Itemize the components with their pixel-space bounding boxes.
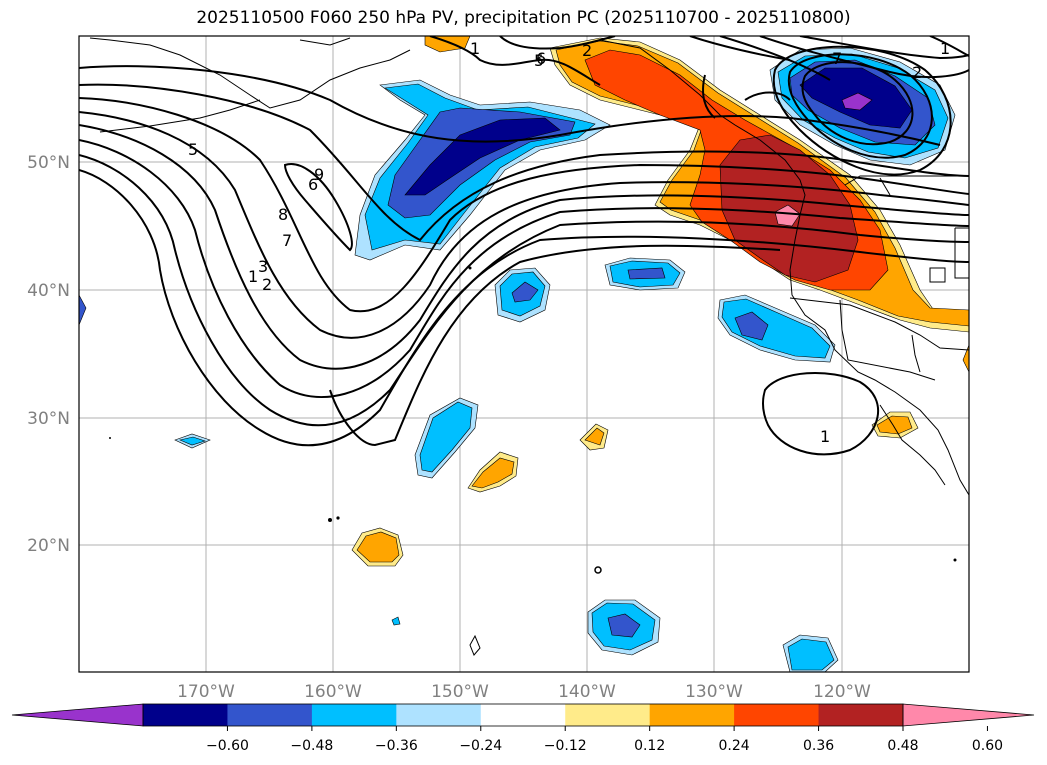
svg-text:1: 1: [820, 427, 830, 446]
svg-text:2: 2: [262, 275, 272, 294]
colorbar-extend-max: [902, 703, 1035, 727]
svg-text:1: 1: [940, 39, 950, 58]
colorbar-segment: [396, 704, 482, 726]
svg-text:1: 1: [470, 39, 480, 58]
lon-label: 160°W: [304, 682, 362, 702]
lon-label: 170°W: [177, 682, 235, 702]
svg-text:5: 5: [534, 51, 544, 70]
colorbar-tick-label: 0.24: [719, 738, 750, 754]
svg-text:8: 8: [278, 205, 288, 224]
colorbar-segment: [311, 704, 397, 726]
colorbar-tick-label: −0.36: [375, 738, 418, 754]
colorbar-tick-label: 0.12: [634, 738, 665, 754]
colorbar-segment: [227, 704, 313, 726]
lon-label: 150°W: [431, 682, 489, 702]
svg-text:6: 6: [308, 175, 318, 194]
lat-label: 40°N: [27, 281, 70, 301]
lat-label: 20°N: [27, 536, 70, 556]
svg-text:9: 9: [314, 165, 324, 184]
negative-precip-anomalies: [79, 47, 956, 672]
lon-label: 140°W: [558, 682, 616, 702]
svg-text:3: 3: [258, 257, 268, 276]
contour-labels: 1 2 3 5 6 7 8 9 1 2 5 6 7 1 2 1: [188, 39, 950, 446]
lon-label: 120°W: [813, 682, 871, 702]
svg-text:6: 6: [536, 49, 546, 68]
colorbar-tick-label: −0.60: [206, 738, 249, 754]
colorbar-segment: [818, 704, 904, 726]
coastlines: [89, 37, 969, 496]
colorbar-segment: [143, 704, 228, 726]
latitude-labels: 50°N 40°N 30°N 20°N: [27, 153, 70, 556]
map-frame: [78, 35, 970, 673]
svg-text:2: 2: [582, 41, 592, 60]
colorbar-tick-label: 0.48: [887, 738, 918, 754]
lat-label: 30°N: [27, 409, 70, 429]
colorbar-tick-label: −0.24: [459, 738, 502, 754]
svg-text:1: 1: [248, 267, 258, 286]
colorbar-segment: [565, 704, 651, 726]
svg-text:7: 7: [832, 49, 842, 68]
colorbar: −0.60 −0.48 −0.36 −0.24 −0.12 0.12 0.24 0.36 0.4…: [11, 703, 1035, 754]
colorbar-tick-label: 0.60: [972, 738, 1003, 754]
colorbar-tick-label: −0.12: [544, 738, 587, 754]
longitude-labels: 170°W 160°W 150°W 140°W 130°W 120°W: [177, 682, 871, 702]
islands: [109, 266, 957, 656]
colorbar-segment: [649, 704, 735, 726]
colorbar-tick-label: −0.48: [290, 738, 333, 754]
svg-text:7: 7: [282, 231, 292, 250]
svg-text:2: 2: [912, 63, 922, 82]
colorbar-segment: [480, 704, 566, 726]
colorbar-extend-min: [11, 703, 144, 727]
pv-contours: [79, 36, 969, 456]
lon-label: 130°W: [685, 682, 743, 702]
colorbar-tick-label: 0.36: [803, 738, 834, 754]
plot-title: 2025110500 F060 250 hPa PV, precipitatio…: [196, 8, 851, 28]
lat-label: 50°N: [27, 153, 70, 173]
map-panel: 1 2 3 5 6 7 8 9 1 2 5 6 7 1 2 1: [79, 36, 969, 672]
colorbar-segment: [734, 704, 820, 726]
svg-text:5: 5: [188, 140, 198, 159]
